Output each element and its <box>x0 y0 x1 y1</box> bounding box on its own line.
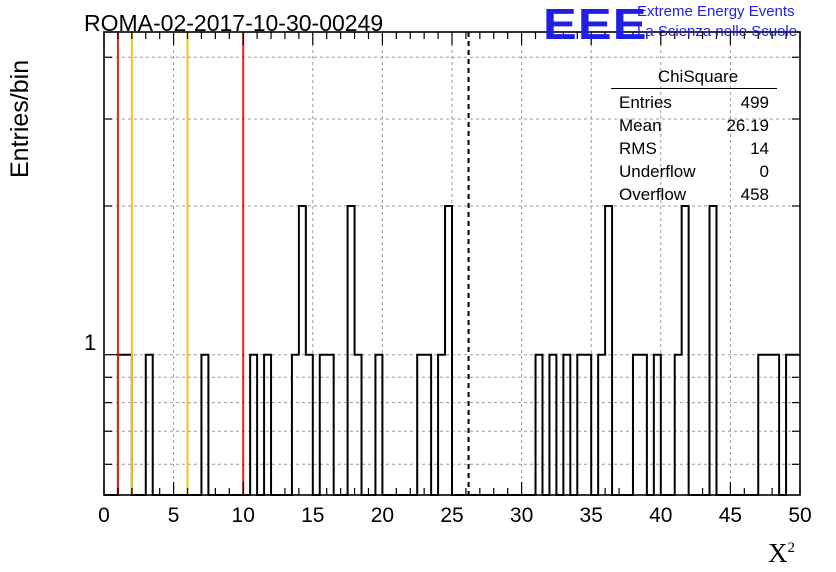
stats-label: Entries <box>619 93 672 112</box>
histogram-bars <box>104 204 800 496</box>
x-tick-label: 35 <box>580 504 603 527</box>
stats-value: 0 <box>759 162 769 181</box>
x-tick-label: 20 <box>371 504 394 527</box>
histogram-bin <box>438 355 445 495</box>
stats-value: 458 <box>740 185 769 204</box>
x-tick-label: 5 <box>168 504 180 527</box>
histogram-bin <box>682 206 689 495</box>
histogram-bin <box>292 355 299 495</box>
histogram-bin <box>710 206 717 495</box>
histogram-bin <box>675 355 682 495</box>
stats-title: ChiSquare <box>657 67 739 86</box>
histogram-bin <box>201 355 208 495</box>
histogram-bin <box>146 355 153 495</box>
histogram-bin <box>417 355 424 495</box>
x-tick-label: 25 <box>440 504 463 527</box>
histogram-bin <box>765 355 772 495</box>
histogram-bin <box>375 355 382 495</box>
x-tick-label: 45 <box>719 504 742 527</box>
histogram-bin <box>536 355 543 495</box>
x-tick-label: 30 <box>510 504 533 527</box>
histogram-bin <box>445 206 452 495</box>
histogram-bin <box>584 355 591 495</box>
histogram-bin <box>424 355 431 495</box>
histogram-bin <box>320 355 327 495</box>
axis-ticks: 0 5 10 15 20 25 30 35 40 45 50 <box>98 32 812 527</box>
stats-label: Underflow <box>619 162 696 181</box>
logo-line-1: Extreme Energy Events <box>637 3 795 20</box>
histogram-bin <box>549 355 556 495</box>
reference-lines <box>116 32 470 495</box>
stats-row-rms: RMS 14 <box>611 137 777 160</box>
x-tick-label: 15 <box>301 504 324 527</box>
histogram-bin <box>327 355 334 495</box>
histogram-bin <box>758 355 765 495</box>
histogram-bin <box>299 206 306 495</box>
histogram-bin <box>793 355 800 495</box>
x-axis-label: X2 <box>768 538 795 568</box>
stats-row-underflow: Underflow 0 <box>611 160 777 183</box>
eee-logo-mark: EEE <box>543 0 648 49</box>
x-tick-label: 40 <box>649 504 672 527</box>
stats-row-mean: Mean 26.19 <box>611 114 777 137</box>
y-tick-label: 1 <box>84 330 97 355</box>
histogram-bin <box>348 206 355 495</box>
stats-value: 499 <box>740 93 769 112</box>
histogram-bin <box>640 355 647 495</box>
histogram-bin <box>633 355 640 495</box>
x-tick-label: 50 <box>788 504 811 527</box>
histogram-bin <box>118 355 125 495</box>
histogram-bin <box>355 355 362 495</box>
chart-title: ROMA-02-2017-10-30-00249 <box>84 10 384 36</box>
stats-label: RMS <box>619 139 657 158</box>
histogram-bin <box>577 355 584 495</box>
stats-box: ChiSquare Entries 499 Mean 26.19 RMS 14 … <box>611 66 777 206</box>
stats-row-entries: Entries 499 <box>611 91 777 114</box>
histogram-bin <box>250 355 257 495</box>
x-tick-label: 0 <box>98 504 110 527</box>
x-tick-label: 10 <box>232 504 255 527</box>
stats-value: 26.19 <box>726 116 769 135</box>
histogram-bin <box>598 355 605 495</box>
stats-row-overflow: Overflow 458 <box>611 183 777 206</box>
histogram-bin <box>125 355 132 495</box>
logo-line-2: La Scienza nelle Scuole <box>637 23 798 40</box>
stats-divider <box>611 88 777 89</box>
histogram-bin <box>605 206 612 495</box>
histogram-bin <box>306 355 313 495</box>
histogram-bin <box>772 355 779 495</box>
y-axis-label: Entries/bin <box>6 59 34 178</box>
histogram-bin <box>264 355 271 495</box>
histogram-bin <box>786 355 793 495</box>
stats-label: Mean <box>619 116 662 135</box>
stats-label: Overflow <box>619 185 687 204</box>
histogram-bin <box>654 355 661 495</box>
histogram-bin <box>563 355 570 495</box>
stats-value: 14 <box>750 139 769 158</box>
